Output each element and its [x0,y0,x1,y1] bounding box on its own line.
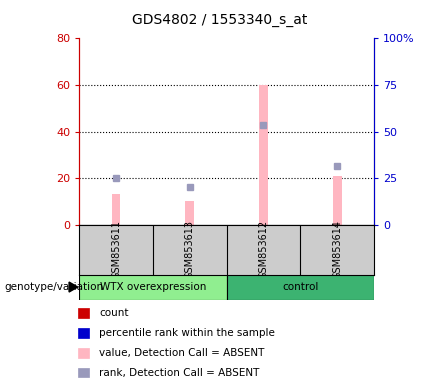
Text: WTX overexpression: WTX overexpression [100,282,206,292]
Text: value, Detection Call = ABSENT: value, Detection Call = ABSENT [99,348,264,358]
Bar [227,275,374,300]
Text: rank, Detection Call = ABSENT: rank, Detection Call = ABSENT [99,368,259,378]
Bar [259,85,268,225]
Text: GDS4802 / 1553340_s_at: GDS4802 / 1553340_s_at [132,13,308,27]
Bar [79,275,227,300]
Text: GSM853612: GSM853612 [258,220,268,279]
Bar [185,201,194,225]
Text: GSM853614: GSM853614 [332,220,342,279]
Text: percentile rank within the sample: percentile rank within the sample [99,328,275,338]
Bar [333,176,341,225]
Text: genotype/variation: genotype/variation [4,282,103,292]
Text: GSM853611: GSM853611 [111,220,121,279]
Text: control: control [282,282,319,292]
Text: count: count [99,308,128,318]
Bar [112,194,121,225]
Text: GSM853613: GSM853613 [185,220,195,279]
Polygon shape [69,282,78,292]
